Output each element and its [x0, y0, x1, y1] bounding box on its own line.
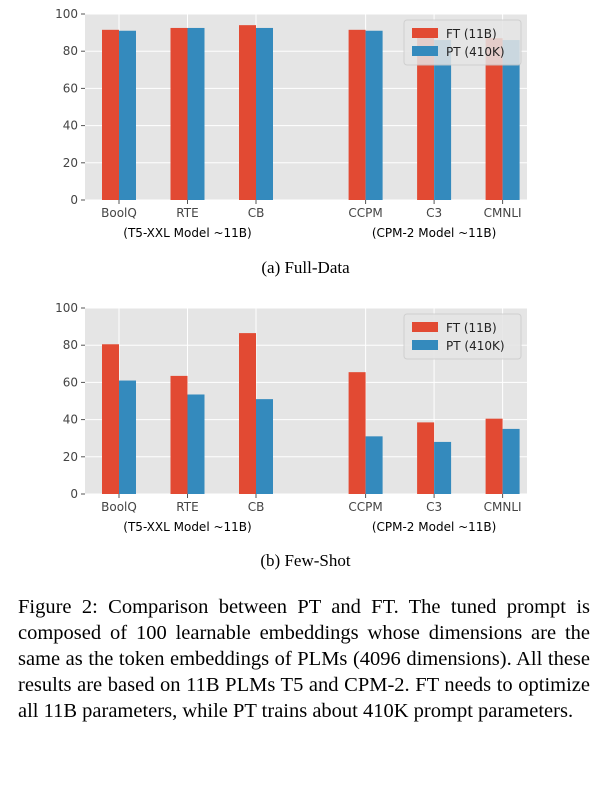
bar-pt-cb — [256, 399, 273, 494]
chart-few-shot: 0 20 40 60 80 100 BoolQ RTE CB CCPM C3 CMNLI (T5-XXL… — [55, 301, 527, 534]
bar-pt-boolq — [119, 30, 136, 200]
bar-ft-boolq — [102, 344, 119, 494]
ytick-label: 60 — [63, 375, 78, 389]
bar-pt-boolq — [119, 380, 136, 494]
bar-ft-c3 — [417, 34, 435, 201]
bar-pt-rte — [187, 394, 205, 494]
group-label: (CPM-2 Model ~11B) — [372, 226, 497, 240]
legend-swatch — [412, 322, 438, 332]
ytick-label: 80 — [63, 44, 78, 58]
bar-pt-ccpm — [365, 436, 383, 494]
xtick-label: RTE — [176, 206, 198, 220]
bar-ft-cmnli — [485, 38, 503, 201]
legend-label: FT (11B) — [446, 321, 497, 335]
legend-label: FT (11B) — [446, 27, 497, 41]
xtick-label: CMNLI — [484, 500, 522, 514]
legend-swatch — [412, 46, 438, 56]
xtick-label: BoolQ — [101, 206, 137, 220]
ytick-label: 20 — [63, 450, 78, 464]
bar-pt-c3 — [434, 441, 452, 494]
ytick-label: 100 — [55, 301, 78, 315]
bar-pt-ccpm — [365, 30, 383, 200]
ytick-label: 80 — [63, 338, 78, 352]
legend-swatch — [412, 340, 438, 350]
xtick-label: CCPM — [348, 500, 382, 514]
bar-ft-rte — [170, 375, 188, 494]
legend-label: PT (410K) — [446, 45, 505, 59]
chart-full-data: 0 20 40 60 80 100 BoolQ RTE CB CCPM C3 CMNLI (T5-XXL… — [55, 7, 527, 240]
bar-ft-rte — [170, 27, 188, 201]
xtick-label: RTE — [176, 500, 198, 514]
bar-pt-cb — [256, 27, 273, 201]
legend-swatch — [412, 28, 438, 38]
group-label: (T5-XXL Model ~11B) — [123, 520, 251, 534]
xtick-label: CB — [248, 206, 265, 220]
xtick-label: C3 — [426, 206, 442, 220]
figure-caption: Figure 2: Comparison between PT and FT. … — [18, 596, 590, 722]
bar-pt-rte — [187, 27, 205, 201]
ytick-label: 0 — [70, 193, 78, 207]
bar-ft-ccpm — [348, 29, 366, 201]
bar-ft-boolq — [102, 29, 119, 201]
ytick-label: 100 — [55, 7, 78, 21]
ytick-label: 0 — [70, 487, 78, 501]
ytick-label: 40 — [63, 119, 78, 133]
xtick-label: CMNLI — [484, 206, 522, 220]
subcaption-few-shot: (b) Few-Shot — [260, 551, 351, 570]
ytick-label: 20 — [63, 156, 78, 170]
ytick-label: 40 — [63, 413, 78, 427]
legend-label: PT (410K) — [446, 339, 505, 353]
xtick-label: CB — [248, 500, 265, 514]
bar-ft-cb — [239, 25, 256, 200]
xtick-label: BoolQ — [101, 500, 137, 514]
subcaption-full-data: (a) Full-Data — [261, 258, 350, 277]
bar-ft-ccpm — [348, 372, 366, 494]
bar-pt-c3 — [434, 40, 452, 200]
bar-ft-c3 — [417, 422, 435, 494]
bar-ft-cmnli — [485, 418, 503, 494]
bar-pt-cmnli — [502, 428, 520, 494]
xtick-label: CCPM — [348, 206, 382, 220]
xtick-label: C3 — [426, 500, 442, 514]
bar-ft-cb — [239, 333, 256, 494]
bar-pt-cmnli — [502, 40, 520, 200]
group-label: (T5-XXL Model ~11B) — [123, 226, 251, 240]
group-label: (CPM-2 Model ~11B) — [372, 520, 497, 534]
ytick-label: 60 — [63, 81, 78, 95]
